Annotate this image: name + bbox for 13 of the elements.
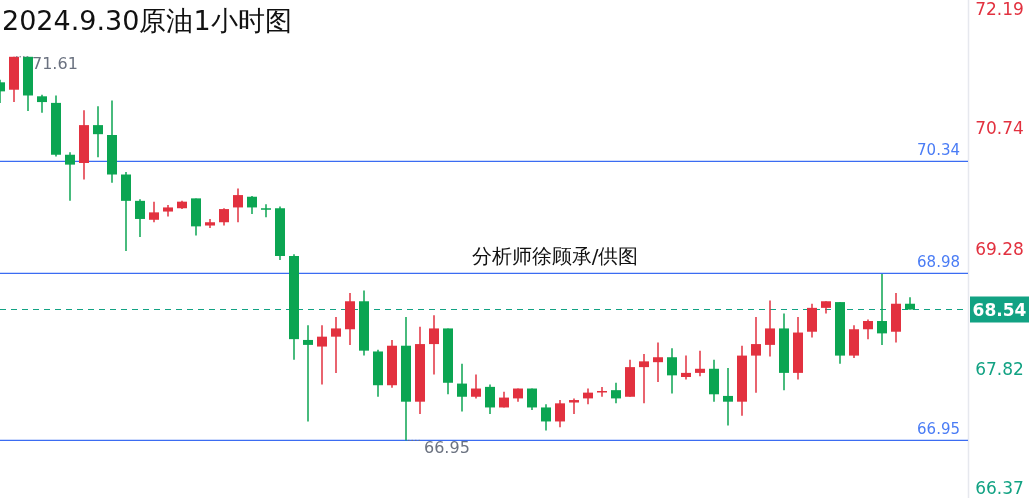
annotation: 71.61 — [32, 53, 78, 73]
y-tick-label: 70.74 — [975, 118, 1024, 139]
ref-line-label: 66.95 — [917, 420, 960, 439]
chart-title: 2024.9.30原油1小时图 — [2, 5, 292, 36]
ref-line-label: 70.34 — [917, 141, 960, 160]
ref-line-label: 68.98 — [917, 253, 960, 272]
annotation: 66.95 — [424, 438, 470, 458]
y-tick-label: 72.19 — [975, 0, 1024, 20]
y-tick-label: 69.28 — [975, 238, 1024, 259]
y-tick-label: 66.37 — [975, 478, 1024, 498]
y-tick-label: 67.82 — [975, 358, 1024, 379]
annotation: 分析师徐顾承/供图 — [471, 244, 639, 269]
ref-line-label: 68.54 — [972, 299, 1027, 320]
